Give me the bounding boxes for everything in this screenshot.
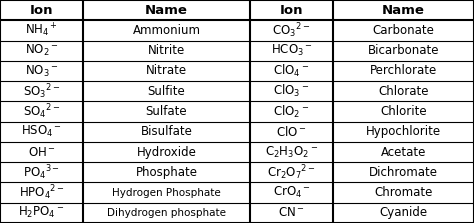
- Text: Acetate: Acetate: [381, 146, 426, 159]
- Text: CrO$_4$$^-$: CrO$_4$$^-$: [273, 185, 310, 200]
- Text: HSO$_4$$^-$: HSO$_4$$^-$: [21, 124, 62, 139]
- Text: OH$^-$: OH$^-$: [27, 146, 55, 159]
- Text: Hydrogen Phosphate: Hydrogen Phosphate: [112, 188, 221, 198]
- Text: ClO$^-$: ClO$^-$: [276, 125, 307, 139]
- Text: ClO$_4$$^-$: ClO$_4$$^-$: [273, 63, 310, 79]
- Text: Chromate: Chromate: [374, 186, 433, 199]
- Text: Sulfite: Sulfite: [148, 85, 185, 98]
- Text: Chlorate: Chlorate: [378, 85, 429, 98]
- Text: NO$_2$$^-$: NO$_2$$^-$: [25, 43, 58, 58]
- Text: HCO$_3$$^-$: HCO$_3$$^-$: [271, 43, 312, 58]
- Text: Ion: Ion: [280, 4, 303, 17]
- Text: Cyanide: Cyanide: [380, 206, 428, 219]
- Text: Sulfate: Sulfate: [146, 105, 187, 118]
- Text: Carbonate: Carbonate: [373, 24, 435, 37]
- Text: NO$_3$$^-$: NO$_3$$^-$: [25, 63, 58, 78]
- Text: Hypochlorite: Hypochlorite: [366, 125, 441, 138]
- Text: HPO$_4$$^{2-}$: HPO$_4$$^{2-}$: [18, 183, 64, 202]
- Text: Name: Name: [382, 4, 425, 17]
- Text: PO$_4$$^{3-}$: PO$_4$$^{3-}$: [23, 163, 60, 182]
- Text: CN$^-$: CN$^-$: [278, 206, 305, 219]
- Text: SO$_4$$^{2-}$: SO$_4$$^{2-}$: [23, 102, 60, 121]
- Text: Nitrate: Nitrate: [146, 64, 187, 77]
- Text: Ion: Ion: [30, 4, 54, 17]
- Text: Bicarbonate: Bicarbonate: [368, 44, 439, 57]
- Text: Name: Name: [145, 4, 188, 17]
- Text: CO$_3$$^{2-}$: CO$_3$$^{2-}$: [273, 21, 310, 40]
- Text: H$_2$PO$_4$$^-$: H$_2$PO$_4$$^-$: [18, 205, 65, 220]
- Text: Ammonium: Ammonium: [133, 24, 201, 37]
- Text: SO$_3$$^{2-}$: SO$_3$$^{2-}$: [23, 82, 60, 101]
- Text: ClO$_3$$^-$: ClO$_3$$^-$: [273, 83, 310, 99]
- Text: ClO$_2$$^-$: ClO$_2$$^-$: [273, 103, 310, 120]
- Text: Hydroxide: Hydroxide: [137, 146, 197, 159]
- Text: Chlorite: Chlorite: [380, 105, 427, 118]
- Text: Bisulfate: Bisulfate: [141, 125, 192, 138]
- Text: Nitrite: Nitrite: [148, 44, 185, 57]
- Text: Dihydrogen phosphate: Dihydrogen phosphate: [107, 208, 226, 218]
- Text: C$_2$H$_3$O$_2$$^-$: C$_2$H$_3$O$_2$$^-$: [265, 145, 318, 160]
- Text: Perchlorate: Perchlorate: [370, 64, 437, 77]
- Text: Dichromate: Dichromate: [369, 166, 438, 179]
- Text: Phosphate: Phosphate: [136, 166, 198, 179]
- Text: Cr$_2$O$_7$$^{2-}$: Cr$_2$O$_7$$^{2-}$: [267, 163, 316, 182]
- Text: NH$_4$$^+$: NH$_4$$^+$: [25, 22, 58, 39]
